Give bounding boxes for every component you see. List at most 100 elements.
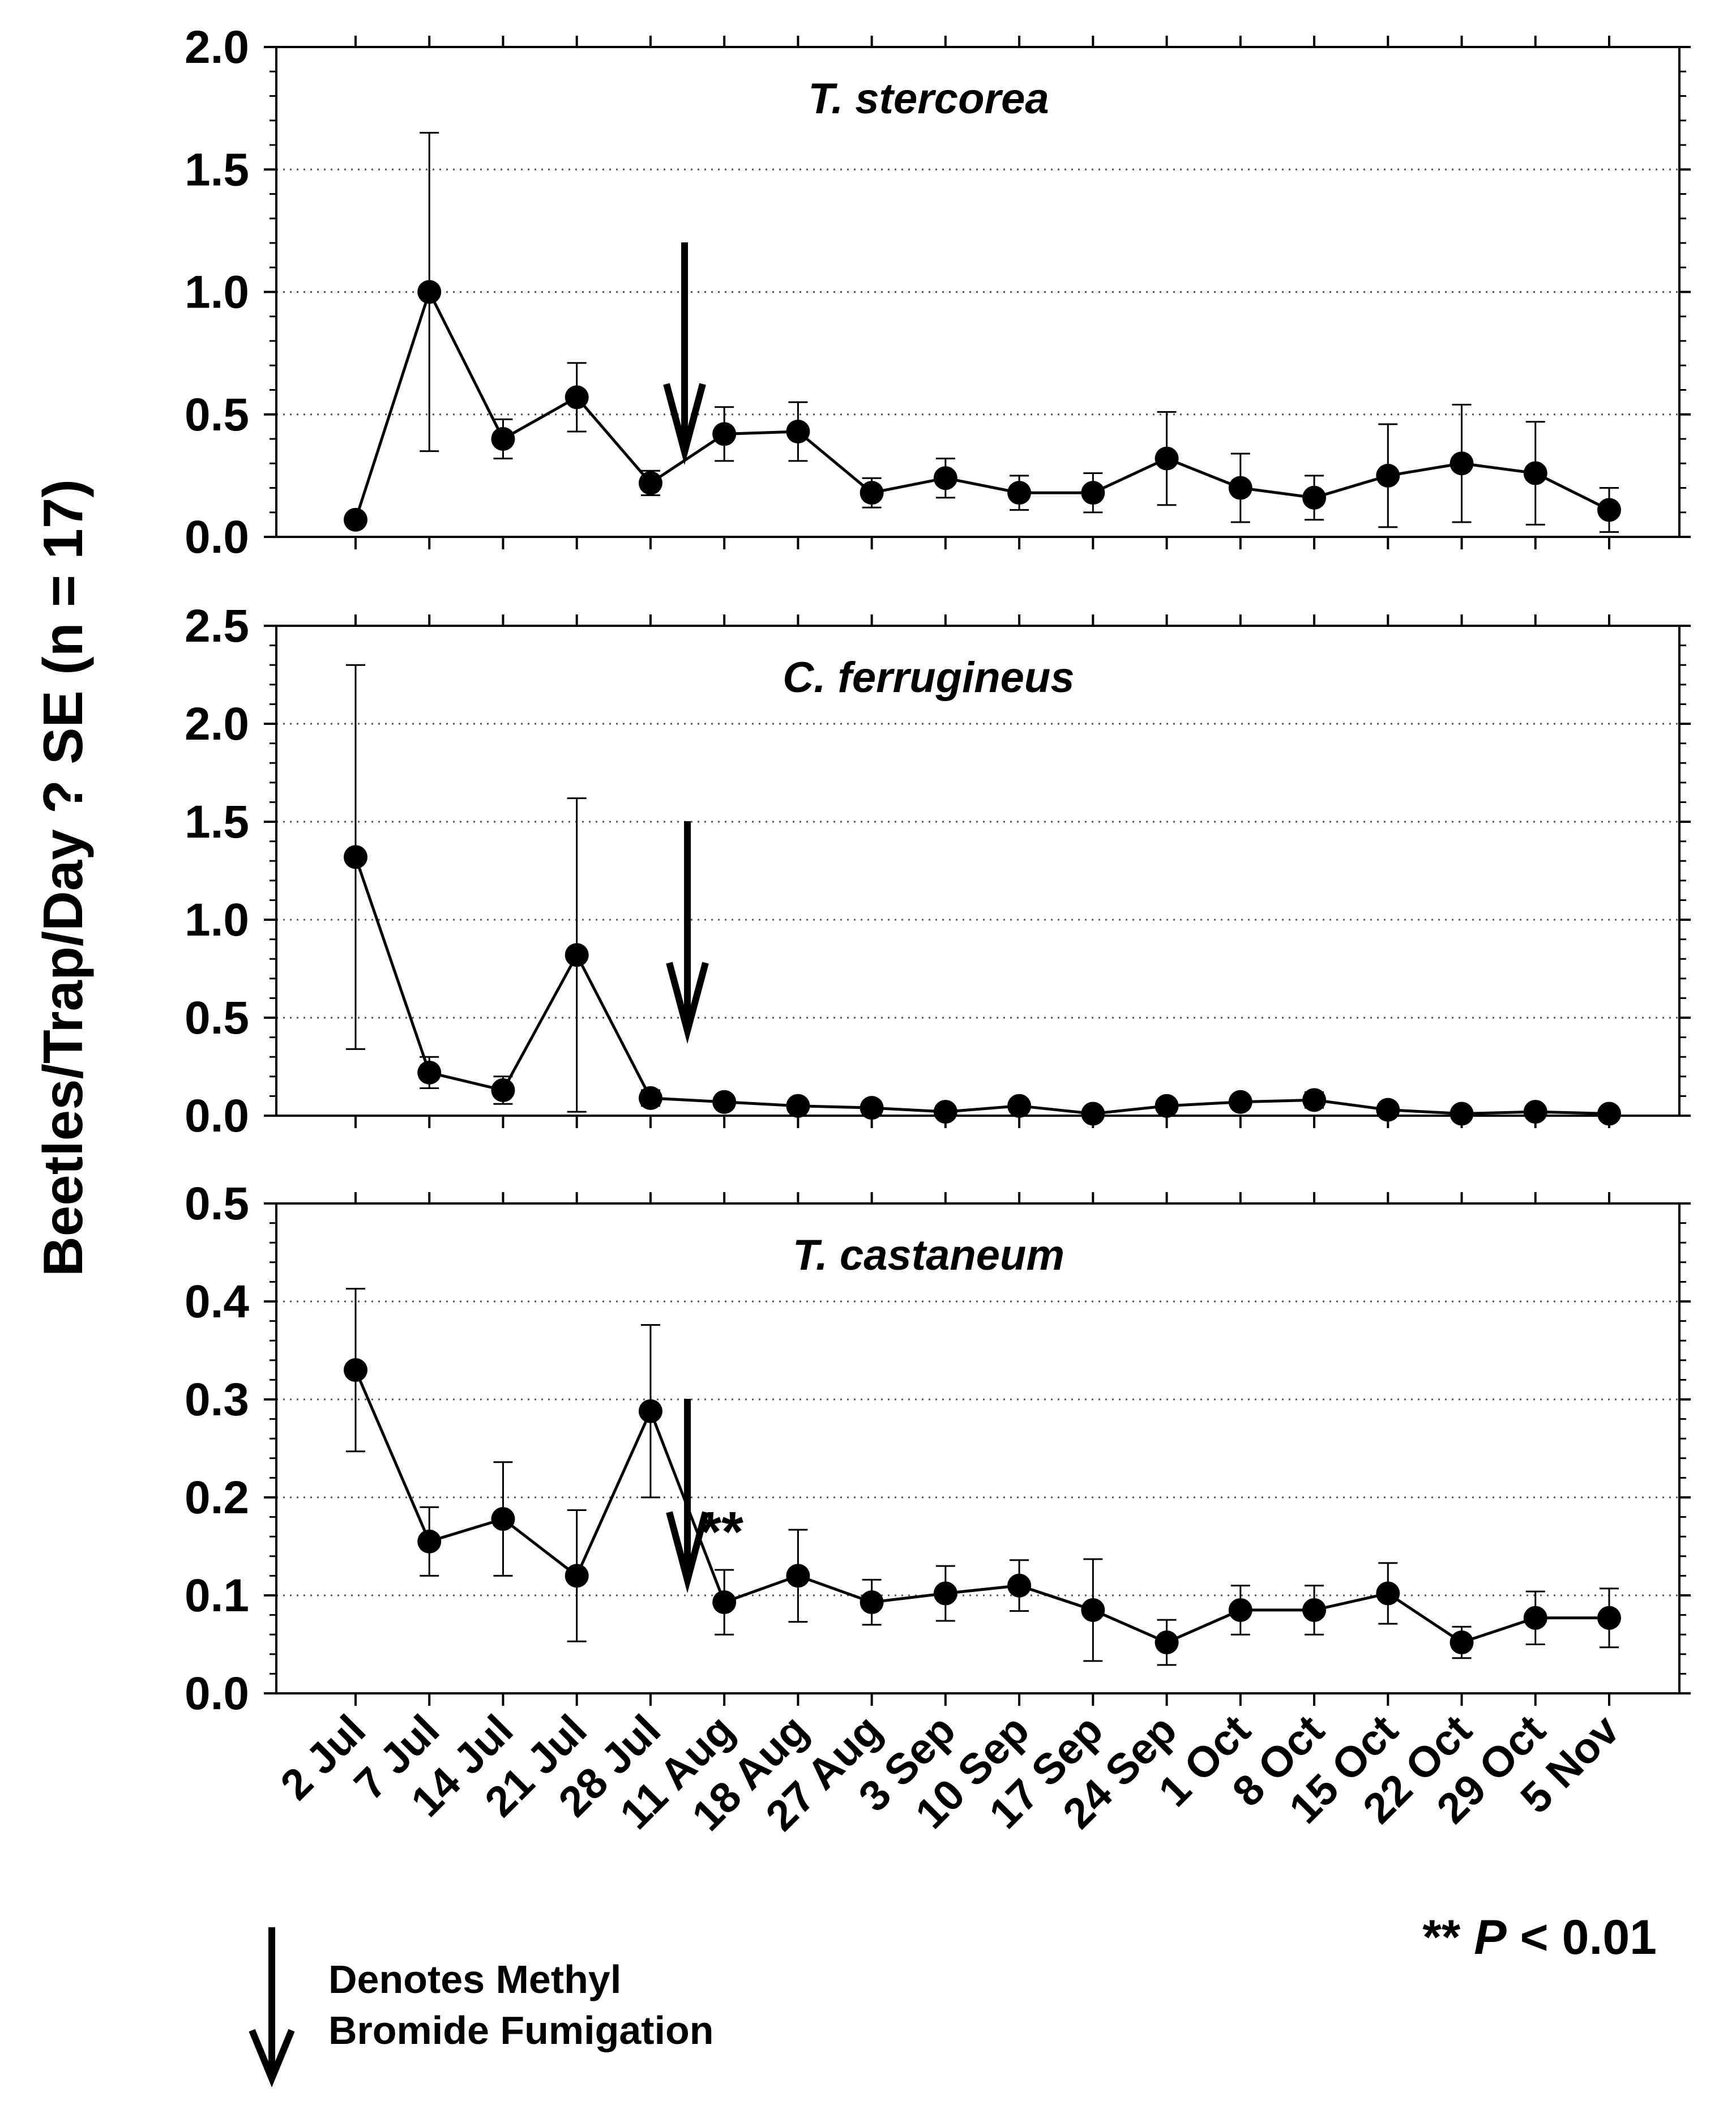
plot-frame [275, 625, 1681, 1117]
y-tick-label: 0.5 [185, 389, 249, 441]
data-point [491, 1507, 515, 1531]
y-tick-label: 2.5 [185, 600, 249, 652]
data-point [1376, 463, 1400, 488]
data-point [1302, 1088, 1327, 1112]
y-tick-label: 0.5 [185, 992, 249, 1044]
data-point [638, 471, 662, 495]
data-point [1449, 1102, 1474, 1126]
data-point [1228, 1598, 1252, 1622]
data-point [1228, 476, 1252, 500]
data-point [344, 845, 367, 869]
data-point [417, 280, 442, 304]
data-point [1081, 481, 1105, 505]
data-point [565, 1564, 589, 1588]
data-point [1449, 1630, 1474, 1655]
y-tick-label: 1.0 [185, 267, 249, 318]
panel-title: T. stercorea [808, 75, 1049, 123]
arrow-head [666, 1511, 709, 1594]
data-point [1376, 1098, 1400, 1122]
series-line [354, 1369, 1609, 1644]
fumigation-arrow-icon [666, 1399, 709, 1594]
data-point [712, 422, 737, 446]
data-point [712, 1090, 737, 1114]
legend-arrow-icon [249, 1927, 295, 2087]
y-tick-label: 0.4 [185, 1276, 249, 1327]
series-line [354, 288, 1610, 520]
data-point [1523, 461, 1547, 485]
data-point [1155, 1630, 1179, 1655]
y-tick-label: 1.0 [185, 894, 249, 946]
data-point [1597, 1102, 1621, 1126]
data-point [933, 466, 957, 490]
panel-3: 0.0 0.1 0.2 0.3 0.4 0.5 T. castaneum ** [185, 1178, 1691, 1719]
data-point [1007, 1573, 1032, 1598]
data-point [1523, 1606, 1547, 1630]
data-point [933, 1581, 957, 1606]
plot-frame [275, 1202, 1681, 1694]
data-point [417, 1529, 442, 1553]
panel-title: T. castaneum [793, 1231, 1064, 1279]
data-point [1523, 1100, 1547, 1124]
data-point [786, 420, 810, 444]
data-point [786, 1094, 810, 1118]
arrow-head [663, 383, 706, 466]
y-tick-label: 0.3 [185, 1374, 249, 1425]
data-point [1155, 1094, 1179, 1118]
data-point [638, 1086, 662, 1110]
significance-stars: ** [1422, 1910, 1461, 1965]
series-line [354, 856, 1610, 1116]
data-point [1228, 1090, 1252, 1114]
data-point [491, 1078, 515, 1103]
data-point [860, 1096, 884, 1120]
y-tick-label: 1.5 [185, 144, 249, 195]
data-point [1376, 1581, 1400, 1606]
data-point [860, 1590, 884, 1615]
legend-line-2: Bromide Fumigation [328, 2008, 714, 2052]
y-tick-label: 0.0 [185, 1668, 249, 1719]
significance-p: P [1474, 1910, 1507, 1965]
data-point [860, 481, 884, 505]
data-point [712, 1590, 737, 1615]
fumigation-arrow-icon [666, 821, 709, 1044]
data-point [344, 507, 367, 532]
legend-line-1: Denotes Methyl [328, 1957, 622, 2001]
panel-2: 0.0 0.5 1.0 1.5 2.0 2.5 C. ferrugineus [185, 600, 1691, 1142]
data-point [417, 1060, 442, 1085]
data-point [1007, 481, 1032, 505]
fumigation-arrow-icon [663, 242, 706, 466]
panel-title: C. ferrugineus [783, 654, 1074, 702]
data-point [1597, 498, 1621, 522]
significance-annotation: ** [699, 1500, 743, 1564]
y-tick-label: 1.5 [185, 796, 249, 848]
data-point [786, 1564, 810, 1588]
data-point [933, 1100, 957, 1124]
y-tick-label: 0.1 [185, 1570, 249, 1621]
data-point [1081, 1102, 1105, 1126]
data-point [565, 385, 589, 409]
y-axis-label: Beetles/Trap/Day ? SE (n = 17) [32, 479, 94, 1277]
y-tick-label: 0.2 [185, 1472, 249, 1523]
data-point [1007, 1094, 1032, 1118]
data-point [344, 1358, 367, 1382]
y-tick-label: 2.0 [185, 22, 249, 73]
data-point [1302, 485, 1327, 510]
significance-note: ** P < 0.01 [1422, 1910, 1657, 1966]
arrow-head [666, 962, 709, 1044]
data-point [565, 943, 589, 967]
panel-1: 0.0 0.5 1.0 1.5 2.0 T. stercorea [185, 22, 1691, 563]
data-point [1302, 1598, 1327, 1622]
data-point [491, 427, 515, 451]
data-point [638, 1399, 662, 1423]
data-point [1449, 451, 1474, 476]
y-tick-label: 0.0 [185, 1090, 249, 1142]
y-tick-label: 0.0 [185, 511, 249, 563]
x-tick-label: 2 Jul [271, 1706, 375, 1809]
data-point [1597, 1606, 1621, 1630]
y-tick-label: 0.5 [185, 1178, 249, 1230]
significance-threshold: < 0.01 [1520, 1910, 1657, 1965]
data-point [1155, 446, 1179, 471]
plot-frame [275, 46, 1681, 538]
data-point [1081, 1598, 1105, 1622]
y-tick-label: 2.0 [185, 698, 249, 750]
